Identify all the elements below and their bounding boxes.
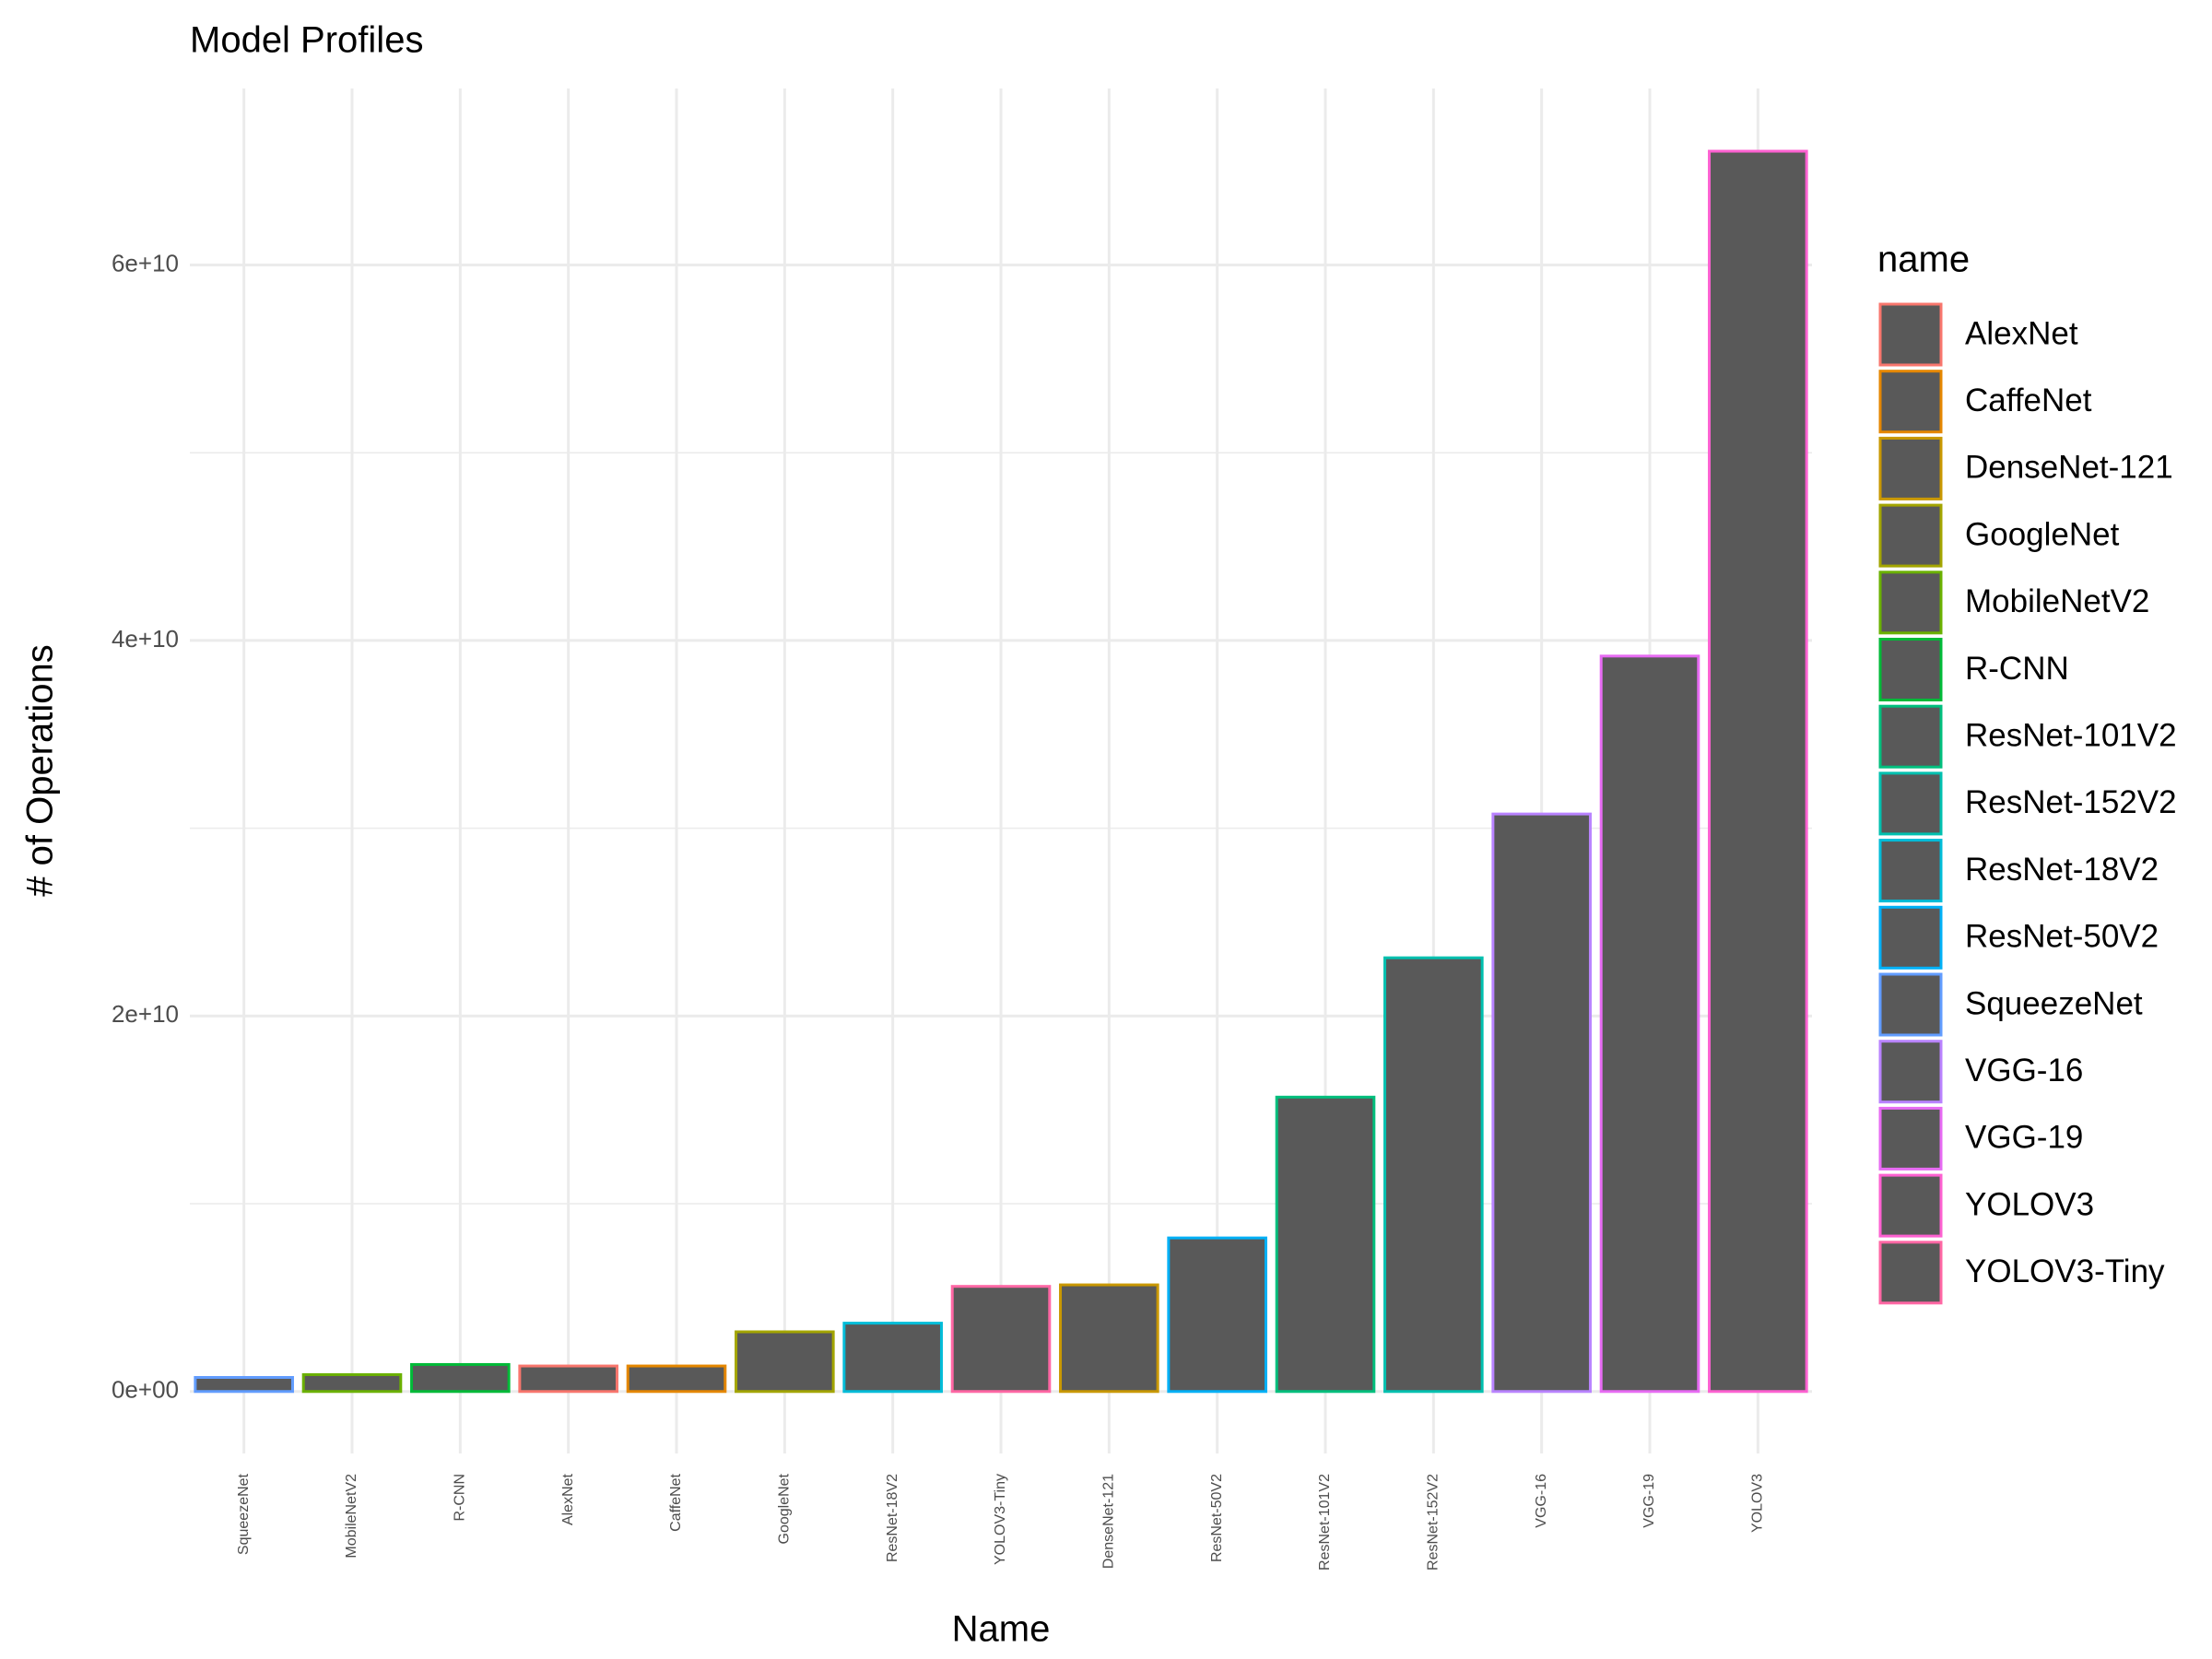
x-tick-label: ResNet-18V2	[885, 1474, 900, 1562]
y-tick-label: 0e+00	[112, 1376, 179, 1404]
legend-label: VGG-16	[1965, 1053, 2083, 1088]
legend-label: VGG-19	[1965, 1120, 2083, 1156]
legend-label: AlexNet	[1965, 315, 2078, 351]
x-tick-label: SqueezeNet	[236, 1473, 252, 1555]
legend-key	[1878, 1241, 1943, 1305]
x-axis-title: Name	[952, 1609, 1051, 1650]
legend-label: MobileNetV2	[1965, 583, 2149, 619]
legend-label: SqueezeNet	[1965, 985, 2143, 1021]
chart-title: Model Profiles	[190, 20, 423, 61]
bar	[410, 1362, 511, 1394]
x-tick-label: YOLOV3-Tiny	[993, 1474, 1008, 1565]
x-tick-label: CaffeNet	[668, 1473, 684, 1531]
y-tick-label: 4e+10	[112, 625, 179, 653]
bar	[194, 1375, 294, 1394]
legend-label: GoogleNet	[1965, 516, 2120, 552]
legend-key	[1878, 638, 1943, 701]
legend-label: R-CNN	[1965, 651, 2069, 687]
bar	[1275, 1095, 1376, 1394]
bar	[1383, 956, 1484, 1394]
bar	[1491, 812, 1592, 1394]
x-tick-label: ResNet-50V2	[1209, 1474, 1225, 1562]
legend-label: DenseNet-121	[1965, 450, 2173, 486]
x-tick-label: VGG-19	[1641, 1474, 1657, 1528]
bar	[1599, 654, 1700, 1394]
bar	[301, 1372, 403, 1394]
bar	[735, 1330, 835, 1394]
legend-key	[1878, 436, 1943, 500]
legend-key	[1878, 972, 1943, 1037]
x-tick-label: DenseNet-121	[1101, 1474, 1117, 1569]
bar	[1059, 1283, 1159, 1394]
bar	[1708, 149, 1808, 1394]
y-tick-label: 2e+10	[112, 1000, 179, 1028]
legend-key	[1878, 704, 1943, 769]
bar	[626, 1364, 727, 1394]
legend-label: ResNet-152V2	[1965, 784, 2177, 820]
legend-key	[1878, 571, 1943, 635]
y-tick-label: 6e+10	[112, 249, 179, 276]
x-tick-label: ResNet-152V2	[1426, 1474, 1441, 1571]
legend-key	[1878, 302, 1943, 367]
legend-key	[1878, 905, 1943, 970]
legend-key	[1878, 370, 1943, 434]
x-tick-label: VGG-16	[1534, 1474, 1549, 1528]
x-tick-label: GoogleNet	[777, 1473, 793, 1544]
legend-key	[1878, 1106, 1943, 1171]
bar	[842, 1322, 943, 1394]
bar	[950, 1285, 1052, 1394]
legend-title: name	[1877, 240, 1970, 280]
bar	[1167, 1236, 1267, 1394]
x-tick-label: YOLOV3	[1750, 1474, 1766, 1533]
legend-key	[1878, 771, 1943, 836]
x-tick-label: ResNet-101V2	[1317, 1474, 1333, 1571]
x-tick-label: AlexNet	[560, 1473, 576, 1525]
legend-label: YOLOV3	[1965, 1186, 2094, 1222]
legend-label: ResNet-18V2	[1965, 852, 2159, 888]
bar	[518, 1364, 618, 1394]
x-tick-label: MobileNetV2	[344, 1474, 359, 1559]
legend-label: YOLOV3-Tiny	[1965, 1253, 2165, 1289]
legend-label: CaffeNet	[1965, 382, 2092, 418]
legend-key	[1878, 1040, 1943, 1104]
x-tick-label: R-CNN	[453, 1474, 468, 1522]
legend-key	[1878, 839, 1943, 903]
legend-label: ResNet-50V2	[1965, 919, 2159, 955]
legend-label: ResNet-101V2	[1965, 717, 2177, 753]
legend-key	[1878, 1173, 1943, 1238]
y-axis-title: # of Operations	[20, 644, 61, 897]
legend-key	[1878, 503, 1943, 568]
